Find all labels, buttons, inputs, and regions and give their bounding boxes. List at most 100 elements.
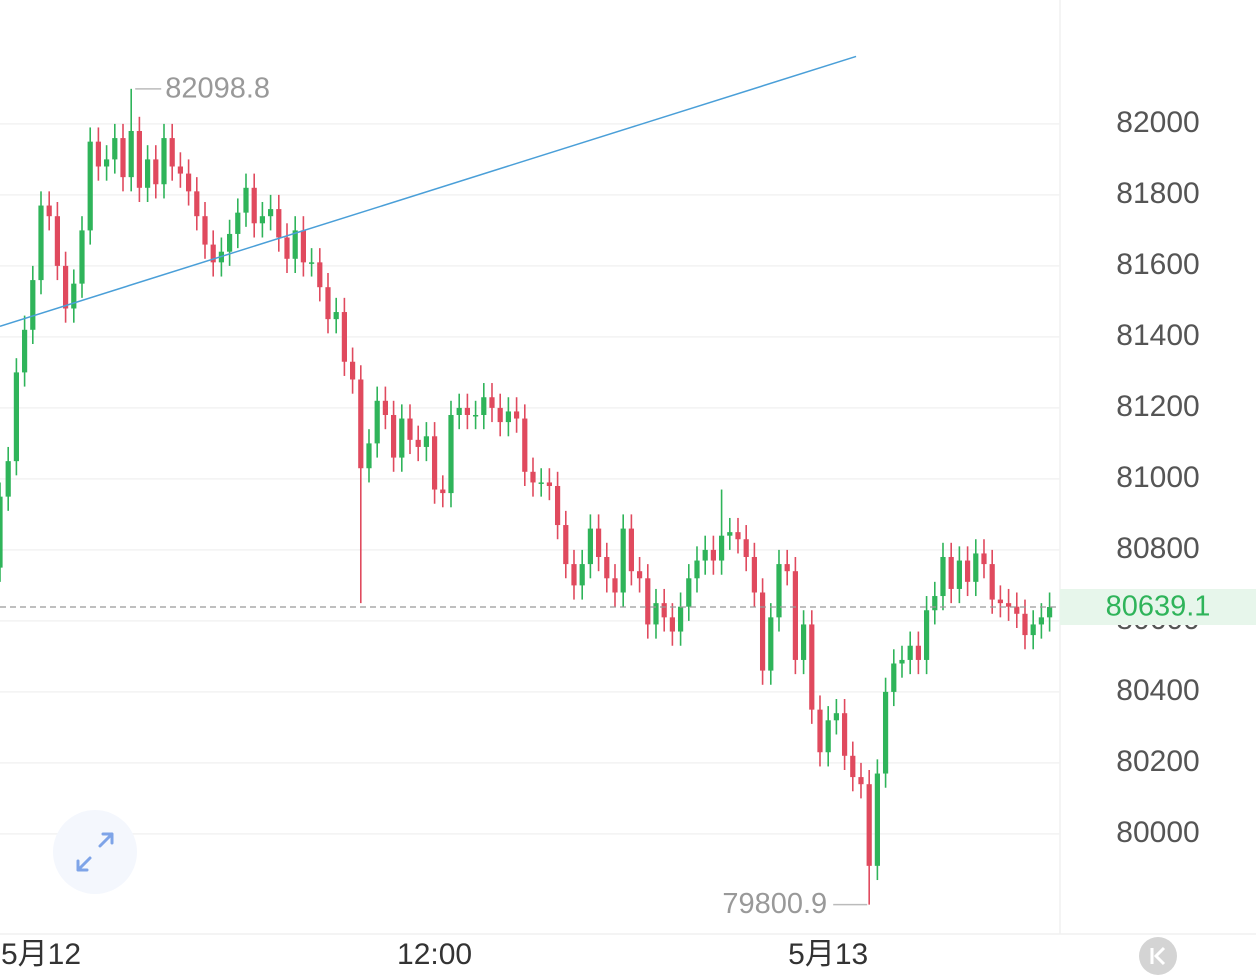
candle-body bbox=[325, 287, 331, 320]
candle-body bbox=[923, 610, 930, 660]
candle-body bbox=[62, 265, 69, 309]
plot bbox=[0, 55, 1053, 905]
candle-body bbox=[817, 709, 823, 753]
candle-body bbox=[169, 138, 175, 167]
candle-body bbox=[284, 237, 290, 259]
candle-body bbox=[677, 606, 684, 632]
candle-body bbox=[1022, 613, 1028, 636]
candle-body bbox=[0, 496, 3, 568]
last-price-label: 80639.1 bbox=[1106, 591, 1211, 623]
candle-body bbox=[71, 283, 77, 309]
y-tick-label: 80000 bbox=[1116, 816, 1199, 849]
candle-body bbox=[735, 532, 741, 540]
candle-body bbox=[1046, 607, 1053, 618]
candle-body bbox=[964, 560, 971, 582]
candle-body bbox=[464, 407, 470, 415]
candle-body bbox=[103, 159, 110, 167]
labels: 8000080200804008060080800810008120081400… bbox=[0, 72, 1256, 971]
candle-body bbox=[194, 191, 200, 217]
expand-button[interactable] bbox=[53, 810, 137, 894]
candle-body bbox=[620, 528, 626, 593]
candle-body bbox=[841, 713, 848, 756]
candle-body bbox=[317, 262, 323, 288]
candle-body bbox=[882, 691, 889, 774]
back-to-latest-button[interactable] bbox=[1139, 937, 1177, 975]
candle-body bbox=[185, 173, 192, 192]
candle-body bbox=[235, 212, 241, 234]
candle-body bbox=[267, 209, 274, 217]
candle-body bbox=[579, 564, 585, 586]
candle-body bbox=[751, 556, 757, 593]
candle-body bbox=[612, 578, 618, 593]
candle-body bbox=[1005, 603, 1012, 607]
candle-body bbox=[489, 397, 495, 408]
candle-body bbox=[727, 532, 733, 536]
y-tick-label: 81800 bbox=[1116, 177, 1199, 210]
candle-body bbox=[46, 205, 52, 217]
candle-body bbox=[399, 418, 405, 458]
candle-body bbox=[292, 230, 298, 259]
candle-body bbox=[866, 784, 872, 866]
candle-body bbox=[358, 379, 364, 469]
candle-body bbox=[128, 130, 134, 178]
y-tick-label: 80800 bbox=[1116, 532, 1199, 565]
candle-body bbox=[940, 556, 946, 597]
x-tick-label: 12:00 bbox=[397, 938, 472, 971]
candle-body bbox=[1038, 617, 1044, 625]
candle-body bbox=[571, 564, 577, 586]
y-tick-label: 81000 bbox=[1116, 461, 1199, 494]
candle-body bbox=[423, 436, 429, 447]
expand-bg bbox=[53, 810, 137, 894]
candle-body bbox=[243, 187, 249, 213]
candle-body bbox=[850, 755, 856, 778]
trend-line bbox=[0, 55, 857, 327]
candle-body bbox=[932, 596, 938, 611]
candle-body bbox=[989, 564, 995, 600]
candle-body bbox=[563, 525, 569, 565]
candle-body bbox=[915, 645, 921, 660]
candle-body bbox=[407, 418, 413, 440]
x-tick-label: 5月13 bbox=[788, 938, 868, 971]
candle-body bbox=[38, 205, 44, 281]
candle-body bbox=[5, 461, 11, 497]
max-label: 82098.8 bbox=[165, 72, 270, 104]
candle-body bbox=[776, 564, 782, 618]
candle-body bbox=[13, 372, 19, 462]
candle-body bbox=[809, 624, 815, 710]
x-tick-label: 5月12 bbox=[1, 938, 81, 971]
candle-body bbox=[792, 571, 798, 660]
expand-icon bbox=[76, 832, 114, 872]
y-tick-label: 80400 bbox=[1116, 674, 1199, 707]
candle-body bbox=[800, 624, 807, 660]
candle-body bbox=[718, 535, 725, 561]
candle-body bbox=[79, 230, 85, 284]
candle-body bbox=[956, 560, 962, 589]
candle-body bbox=[743, 539, 749, 557]
candle-body bbox=[210, 244, 216, 263]
candle-body bbox=[497, 407, 503, 423]
candle-body bbox=[440, 489, 446, 494]
candle-body bbox=[694, 560, 700, 579]
candle-body bbox=[710, 549, 716, 561]
candle-body bbox=[522, 418, 528, 472]
candle-body bbox=[21, 329, 28, 373]
candle-body bbox=[472, 414, 479, 417]
candle-body bbox=[669, 617, 675, 632]
candle-body bbox=[891, 663, 897, 692]
y-tick-label: 80200 bbox=[1116, 745, 1199, 778]
back-icon bbox=[1150, 946, 1166, 966]
y-tick-label: 81400 bbox=[1116, 319, 1199, 352]
candle-body bbox=[645, 578, 651, 625]
candle-body bbox=[833, 713, 839, 721]
candle-body bbox=[538, 482, 544, 484]
candle-body bbox=[341, 312, 347, 362]
candle-body bbox=[87, 141, 93, 231]
candle-body bbox=[530, 471, 536, 483]
candle-body bbox=[366, 443, 372, 469]
last-price-tag bbox=[1060, 589, 1256, 626]
candle-body bbox=[1030, 624, 1036, 636]
candle-body bbox=[333, 312, 339, 320]
candle-body bbox=[481, 397, 487, 415]
